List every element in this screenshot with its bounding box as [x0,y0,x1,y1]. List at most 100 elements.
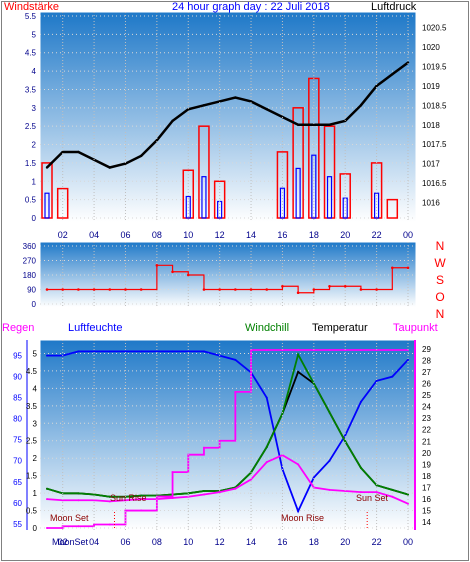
direction-point [45,288,49,291]
y-tick-label: 90 [27,286,36,295]
series-point-windchill [359,466,362,469]
rain-tick-label: 0 [33,524,38,533]
series-point-windchill [265,446,268,449]
series-point-windchill [328,411,331,414]
x-tick-label: 20 [340,537,350,547]
series-point-temperatur [297,370,300,373]
direction-point [61,288,64,291]
pressure-point [234,96,237,99]
x-tick-label: 12 [215,537,225,547]
series-point-luftfeuchte [77,350,80,353]
series-point-taupunkt [140,498,143,501]
x-tick-label: 16 [277,230,287,240]
series-point-taupunkt [234,487,237,490]
pressure-point [312,123,316,126]
x-tick-label: 10 [183,537,193,547]
direction-point [108,288,112,291]
direction-point [202,288,206,291]
series-point-taupunkt [202,493,205,496]
x-tick-label: 00 [403,230,413,240]
humidity-tick-label: 95 [13,352,22,361]
series-point-luftfeuchte [407,358,409,361]
y-right-tick-label: 1019.5 [422,63,447,72]
y-right-tick-label: 1019 [422,82,440,91]
series-point-regen [46,527,48,529]
series-point-luftfeuchte [391,375,394,378]
temp-tick-label: 14 [422,518,431,527]
y-tick-label: 2.5 [25,122,37,131]
y-tick-label: 0 [32,300,37,309]
pressure-point [108,166,111,169]
panel3-temp-axis: 29 28 27 26 25 24 23 22 21 20 19 18 17 16 15 14 [422,345,431,527]
y-tick-label: 3 [32,104,37,113]
panel1-series [41,61,410,219]
humidity-tick-label: 75 [13,436,22,445]
gust-bar [374,192,380,219]
direction-point [265,288,269,291]
temp-tick-label: 19 [422,460,431,469]
wind-bar [386,198,399,219]
direction-letter: N [436,239,445,253]
pressure-point [45,166,49,169]
x-tick-label: 18 [309,230,319,240]
series-point-regen [171,471,174,474]
series-point-windchill [391,488,394,491]
direction-point [92,288,96,291]
label-regen: Regen [2,322,34,334]
direction-point [343,284,347,288]
label-windchill: Windchill [245,322,289,334]
y-tick-label: 3.5 [25,85,37,94]
series-point-regen [234,390,237,393]
series-point-taupunkt [77,499,80,502]
x-tick-label: 12 [215,230,225,240]
x-tick-label: 22 [372,230,382,240]
y-right-tick-label: 1017 [422,160,440,169]
series-point-luftfeuchte [202,350,205,353]
series-point-regen [359,348,362,351]
rain-tick-label: 2 [33,454,38,463]
x-tick-label: 08 [152,230,162,240]
rain-tick-label: 0.5 [26,507,38,516]
direction-letter: W [434,256,446,270]
label-taupunkt: Taupunkt [393,322,438,334]
rain-tick-label: 1.5 [26,472,38,481]
pressure-point [124,162,127,165]
pressure-point [218,100,221,103]
y-right-tick-label: 1017.5 [422,140,447,149]
series-line-taupunkt [46,454,409,505]
pressure-point [391,73,394,76]
pressure-point [155,139,159,142]
temp-tick-label: 21 [422,437,431,446]
direction-point [375,288,378,291]
series-point-luftfeuchte [297,510,300,513]
series-point-windchill [140,494,143,497]
y-tick-label: 0 [32,214,37,223]
panel3-x-axis: 02 04 06 08 10 12 14 16 18 20 22 00 [58,340,413,547]
series-point-regen [108,523,111,526]
panel1-x-axis: 02 04 06 08 10 12 14 16 18 20 22 00 [58,12,413,240]
graph-title: 24 hour graph day : 22 Juli 2018 [172,1,330,13]
rain-tick-label: 5 [33,349,38,358]
x-tick-label: 04 [89,537,99,547]
series-point-windchill [297,353,300,356]
annotation-moon-set: Moon Set [50,513,89,523]
series-point-luftfeuchte [93,350,96,353]
direction-point [77,288,80,291]
gust-bar [201,176,207,219]
pressure-point [328,123,331,126]
pressure-point [171,119,174,123]
direction-point [249,288,253,291]
y-tick-label: 1 [32,177,37,186]
direction-letter: N [436,307,445,321]
rain-tick-label: 4.5 [26,367,38,376]
direction-point [359,288,363,291]
x-tick-label: 06 [120,537,130,547]
direction-point [139,288,143,291]
temp-tick-label: 16 [422,495,431,504]
direction-point [281,284,284,288]
series-point-taupunkt [359,491,362,494]
panel1-right-axis: 1020.5 1020 1019.5 1019 1018.5 1018 1017.5 1017… [422,24,447,208]
rain-tick-label: 4 [33,384,38,393]
